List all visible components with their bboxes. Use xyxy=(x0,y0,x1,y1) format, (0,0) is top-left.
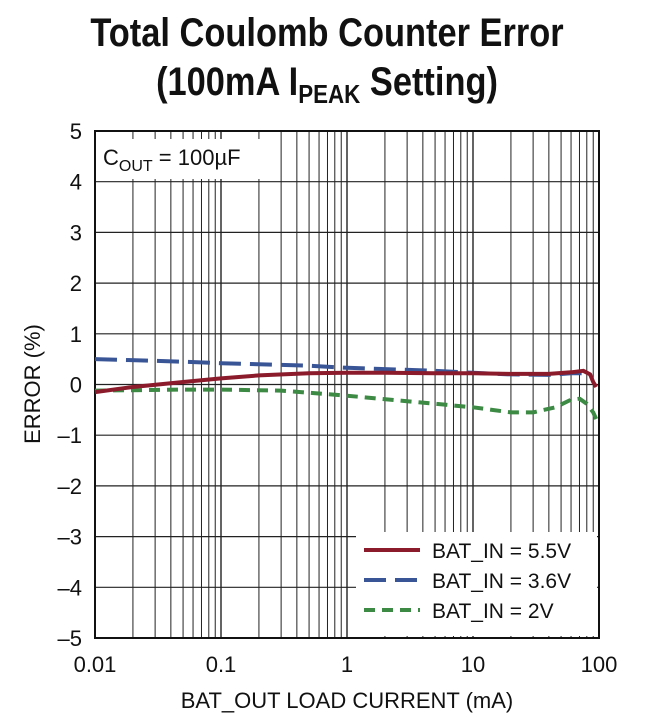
y-tick-labels: 5 4 3 2 1 0 –1 –2 –3 –4 –5 xyxy=(58,119,82,651)
chart-title-line2: (100mA IPEAK Setting) xyxy=(46,60,608,107)
y-tick-label: 2 xyxy=(70,271,82,296)
x-tick-label: 10 xyxy=(461,652,485,677)
chart-title-line1: Total Coulomb Counter Error xyxy=(90,11,564,55)
x-tick-label: 100 xyxy=(581,652,618,677)
annotation-text: COUT = 100µF xyxy=(103,145,241,175)
legend-label-5v5: BAT_IN = 5.5V xyxy=(432,540,571,563)
annotation-subscript: OUT xyxy=(119,158,153,175)
y-tick-label: 5 xyxy=(70,119,82,144)
series-layer xyxy=(94,357,599,420)
y-tick-label: –2 xyxy=(58,474,82,499)
legend-label-3v6: BAT_IN = 3.6V xyxy=(432,570,571,593)
y-tick-label: –5 xyxy=(58,626,82,651)
annotation-background xyxy=(97,139,261,179)
annotation-cout: COUT = 100µF xyxy=(97,139,261,179)
series-line-1 xyxy=(94,357,587,377)
annotation-pre: C xyxy=(103,145,119,170)
x-tick-labels: 0.01 0.1 1 10 100 xyxy=(74,652,618,677)
y-tick-label: 0 xyxy=(70,373,82,398)
y-tick-label: –4 xyxy=(58,575,82,600)
x-tick-label: 0.01 xyxy=(74,652,117,677)
y-tick-label: 3 xyxy=(70,220,82,245)
y-tick-label: 4 xyxy=(70,170,82,195)
annotation-post: = 100µF xyxy=(153,145,241,170)
legend-label-2v: BAT_IN = 2V xyxy=(432,600,554,623)
series-line-2 xyxy=(94,387,599,420)
x-axis-label: BAT_OUT LOAD CURRENT (mA) xyxy=(181,688,513,713)
x-tick-label: 0.1 xyxy=(206,652,237,677)
plot-frame xyxy=(94,130,600,639)
title-line2-post: Setting) xyxy=(360,60,498,104)
y-axis-label: ERROR (%) xyxy=(20,324,45,444)
title-line2-pre: (100mA I xyxy=(156,60,299,104)
y-tick-label: –1 xyxy=(58,423,82,448)
title-line2-subscript: PEAK xyxy=(298,79,361,109)
x-tick-label: 1 xyxy=(341,652,353,677)
legend: BAT_IN = 5.5V BAT_IN = 3.6V BAT_IN = 2V xyxy=(356,532,597,636)
y-tick-label: –3 xyxy=(58,525,82,550)
y-tick-label: 1 xyxy=(70,322,82,347)
series-line-0 xyxy=(94,368,598,395)
